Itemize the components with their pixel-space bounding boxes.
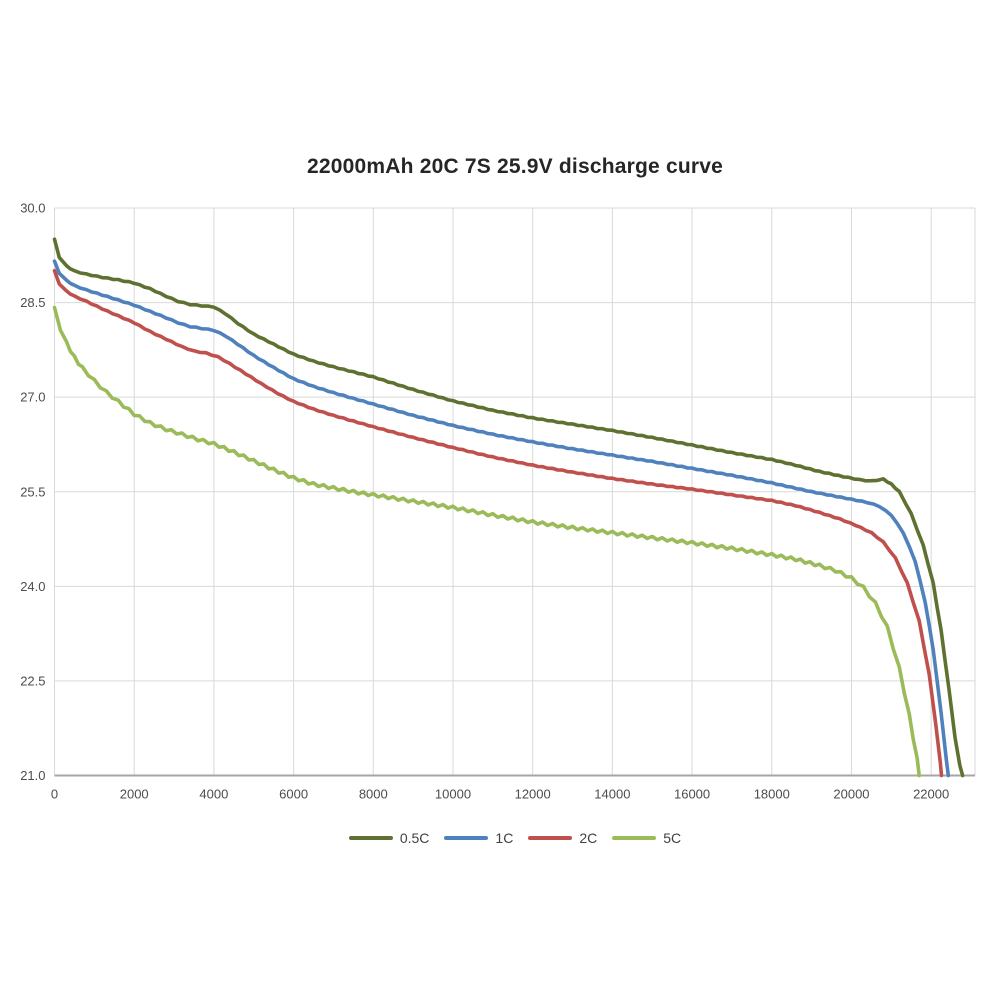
- x-tick-label: 22000: [913, 787, 949, 802]
- x-tick-label: 14000: [594, 787, 630, 802]
- series-line-5C: [52, 305, 922, 778]
- legend-swatch-1C: [444, 836, 489, 840]
- legend-label-5C: 5C: [663, 830, 682, 846]
- series-line-1C: [52, 259, 951, 778]
- y-tick-label: 30.0: [20, 201, 45, 216]
- legend-swatch-0.5C: [348, 836, 393, 840]
- x-tick-label: 4000: [199, 787, 228, 802]
- x-tick-label: 10000: [435, 787, 471, 802]
- y-tick-label: 22.5: [20, 673, 45, 688]
- legend-item-5C: 5C: [612, 830, 681, 846]
- legend-swatch-2C: [528, 836, 573, 840]
- x-tick-label: 16000: [674, 787, 710, 802]
- series-line-2C: [52, 268, 944, 778]
- x-tick-label: 2000: [120, 787, 149, 802]
- legend-swatch-5C: [612, 836, 657, 840]
- y-tick-label: 21.0: [20, 768, 45, 783]
- x-tick-label: 20000: [833, 787, 869, 802]
- x-tick-label: 18000: [754, 787, 790, 802]
- y-tick-label: 25.5: [20, 484, 45, 499]
- legend-item-2C: 2C: [528, 830, 597, 846]
- x-tick-label: 0: [51, 787, 58, 802]
- chart-title: 22000mAh 20C 7S 25.9V discharge curve: [307, 155, 723, 178]
- x-tick-label: 12000: [515, 787, 551, 802]
- legend: 0.5C 1C 2C 5C: [55, 830, 975, 846]
- legend-item-0.5C: 0.5C: [348, 830, 430, 846]
- y-tick-label: 28.5: [20, 295, 45, 310]
- x-tick-label: 6000: [279, 787, 308, 802]
- y-tick-label: 24.0: [20, 579, 45, 594]
- legend-label-0.5C: 0.5C: [399, 830, 430, 846]
- legend-label-2C: 2C: [579, 830, 598, 846]
- legend-item-1C: 1C: [444, 830, 513, 846]
- legend-label-1C: 1C: [495, 830, 514, 846]
- y-tick-label: 27.0: [20, 390, 45, 405]
- x-tick-label: 8000: [359, 787, 388, 802]
- series-line-0.5C: [52, 237, 965, 778]
